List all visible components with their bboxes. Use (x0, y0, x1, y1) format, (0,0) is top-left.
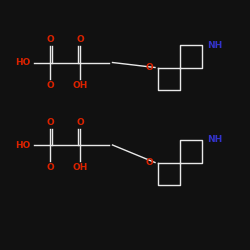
Text: O: O (76, 118, 84, 127)
Text: HO: HO (15, 140, 30, 149)
Text: O: O (46, 36, 54, 44)
Text: O: O (46, 118, 54, 127)
Text: NH: NH (207, 40, 222, 50)
Text: OH: OH (72, 163, 88, 172)
Text: O: O (76, 36, 84, 44)
Text: O: O (145, 158, 153, 167)
Text: O: O (145, 63, 153, 72)
Text: O: O (46, 163, 54, 172)
Text: HO: HO (15, 58, 30, 67)
Text: OH: OH (72, 80, 88, 90)
Text: O: O (46, 80, 54, 90)
Text: NH: NH (207, 136, 222, 144)
